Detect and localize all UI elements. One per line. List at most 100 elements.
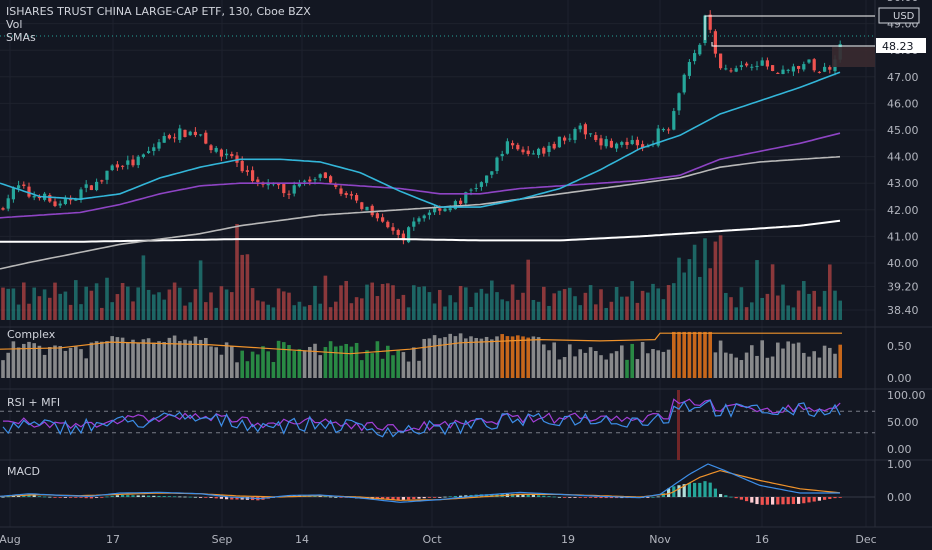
volume-bar xyxy=(791,307,796,320)
candle-body xyxy=(230,154,234,157)
complex-bar xyxy=(235,362,239,378)
volume-bar xyxy=(178,287,182,320)
macd-hist-bar xyxy=(563,497,567,498)
volume-bar xyxy=(557,290,562,320)
macd-hist-bar xyxy=(58,497,62,498)
macd-hist-bar xyxy=(713,488,717,497)
complex-bar xyxy=(313,343,317,378)
complex-bar xyxy=(167,337,172,378)
volume-bar xyxy=(172,282,177,320)
macd-hist-bar xyxy=(136,495,140,497)
candle-body xyxy=(708,14,712,30)
candle-body xyxy=(573,129,577,140)
volume-bar xyxy=(838,300,842,320)
volume-bar xyxy=(760,297,764,320)
macd-hist-bar xyxy=(422,497,426,499)
volume-bar xyxy=(110,302,114,320)
volume-bar xyxy=(765,293,770,320)
complex-bar xyxy=(391,355,395,378)
volume-bar xyxy=(266,304,270,320)
volume-bar xyxy=(297,301,302,320)
volume-bar xyxy=(162,299,166,320)
candle-body xyxy=(433,207,437,213)
volume-bar xyxy=(105,277,109,320)
volume-bar xyxy=(334,301,338,320)
macd-tick-label: 0.00 xyxy=(887,491,912,504)
macd-hist-bar xyxy=(115,495,119,497)
candle-body xyxy=(147,151,151,153)
volume-bar xyxy=(583,292,588,320)
price-tick-label: 44.00 xyxy=(887,151,919,164)
macd-hist-bar xyxy=(433,497,437,498)
macd-hist-bar xyxy=(443,496,447,498)
complex-tick-label: 0.00 xyxy=(887,372,912,385)
complex-bar xyxy=(718,340,723,378)
complex-bar xyxy=(516,335,520,378)
annotation-line-bottom xyxy=(711,42,875,47)
complex-bar xyxy=(822,345,827,378)
volume-bar xyxy=(84,286,88,320)
macd-hist-bar xyxy=(760,497,764,505)
price-tick-label: 42.00 xyxy=(887,204,919,217)
complex-bar xyxy=(48,347,52,378)
volume-bar xyxy=(1,287,5,320)
candle-body xyxy=(318,174,322,178)
annotation-line-top xyxy=(704,15,875,40)
volume-bar xyxy=(620,296,624,320)
candle-body xyxy=(183,129,187,137)
complex-bar xyxy=(126,342,130,378)
macd-hist-bar xyxy=(516,493,520,497)
macd-hist-bar xyxy=(583,497,587,498)
candle-body xyxy=(277,184,281,186)
macd-hist-bar xyxy=(677,485,681,497)
candle-body xyxy=(750,66,754,68)
macd-hist-bar xyxy=(209,497,213,498)
complex-bar xyxy=(157,341,161,378)
volume-bar xyxy=(692,244,697,320)
complex-bar xyxy=(141,339,146,378)
volume-bar xyxy=(256,300,260,320)
complex-bar xyxy=(271,362,276,378)
candle-body xyxy=(178,128,182,140)
complex-bar xyxy=(276,340,281,378)
macd-hist-bar xyxy=(776,497,780,505)
complex-bar xyxy=(339,345,343,378)
complex-bar xyxy=(594,351,598,378)
volume-bar xyxy=(219,286,224,320)
macd-hist-bar xyxy=(802,497,806,504)
volume-bar xyxy=(802,281,806,320)
complex-bar xyxy=(490,339,494,378)
candle-body xyxy=(500,153,504,157)
complex-bar xyxy=(1,360,5,378)
volume-bar xyxy=(687,259,692,320)
candle-body xyxy=(370,205,374,216)
candle-body xyxy=(115,164,119,168)
price-tick-label: 38.40 xyxy=(887,304,919,317)
macd-hist-bar xyxy=(537,495,541,497)
complex-bar xyxy=(417,360,421,378)
complex-bar xyxy=(609,353,614,378)
macd-hist-bar xyxy=(230,497,234,500)
complex-bar xyxy=(27,341,31,378)
candle-body xyxy=(812,59,816,71)
macd-hist-bar xyxy=(490,494,494,497)
candle-body xyxy=(136,156,140,166)
macd-hist-bar xyxy=(105,496,109,498)
macd-hist-bar xyxy=(1,496,5,498)
candle-body xyxy=(11,188,15,200)
candle-body xyxy=(422,215,426,219)
sma-mid-line xyxy=(0,132,841,219)
macd-hist-bar xyxy=(771,497,775,505)
volume-bar xyxy=(100,307,104,320)
volume-bar xyxy=(464,287,468,320)
complex-bar xyxy=(32,343,36,378)
volume-bar xyxy=(318,303,322,320)
volume-bar xyxy=(599,289,603,320)
complex-bar xyxy=(16,347,21,378)
candle-body xyxy=(308,179,312,182)
candle-body xyxy=(537,148,541,155)
candle-body xyxy=(188,131,192,136)
macd-hist-bar xyxy=(552,496,556,498)
volume-bar xyxy=(505,301,510,320)
complex-bar xyxy=(79,349,83,378)
